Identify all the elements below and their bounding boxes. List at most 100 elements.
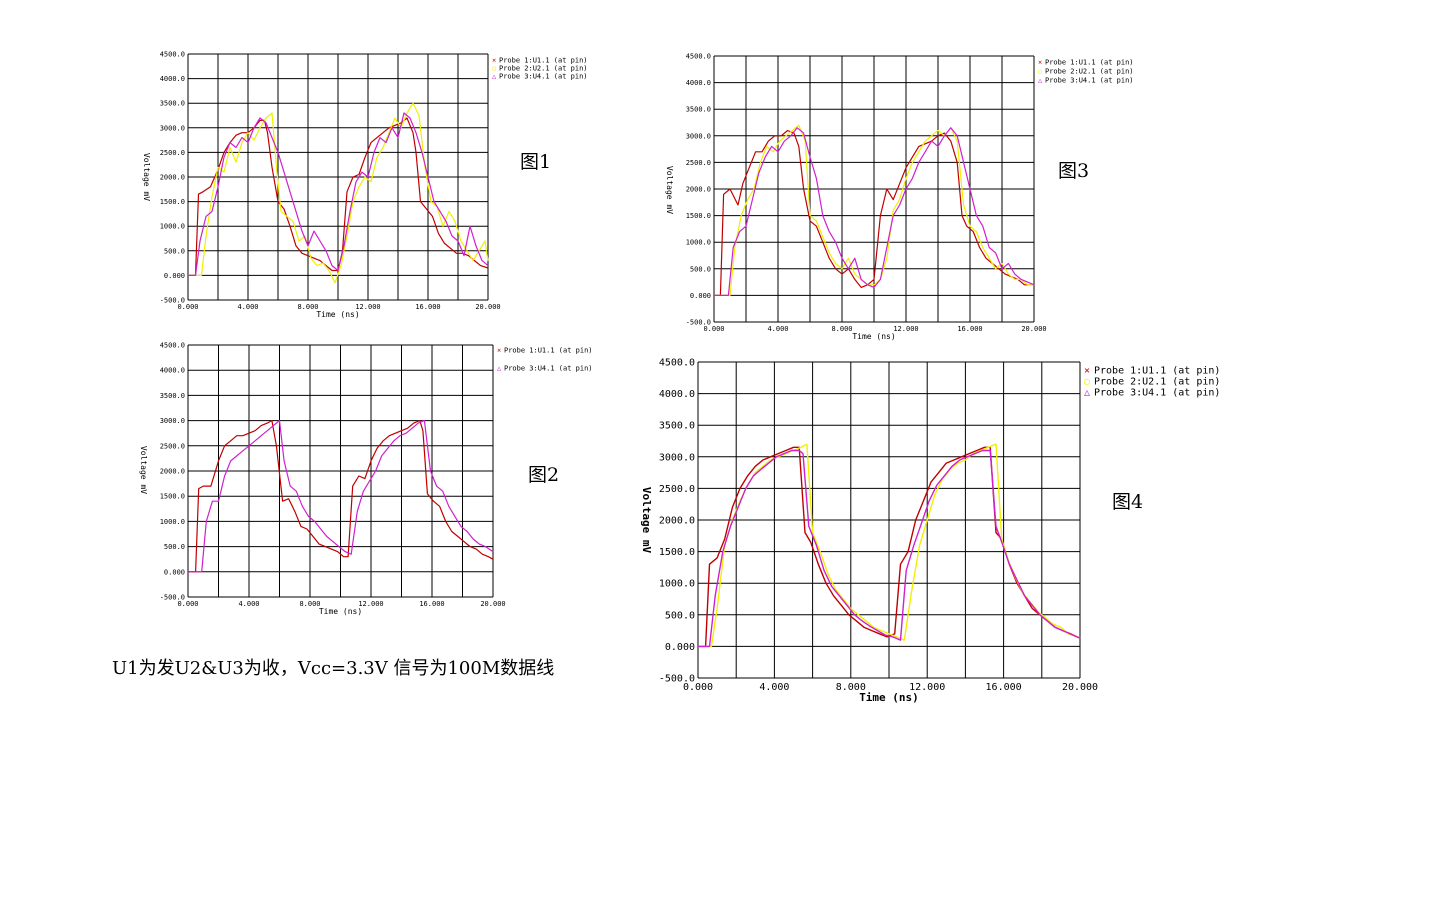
legend-marker: ○	[1084, 377, 1090, 388]
legend-marker: ×	[1038, 58, 1042, 66]
y-tick-label: 1000.0	[160, 518, 185, 526]
legend-marker: △	[492, 72, 497, 80]
y-tick-label: 2500.0	[160, 149, 185, 157]
legend-label: Probe 3:U4.1 (at pin)	[1045, 76, 1134, 84]
y-tick-label: 1000.0	[160, 223, 185, 231]
x-tick-label: 20.000	[480, 600, 505, 608]
x-tick-label: 4.000	[238, 600, 259, 608]
figure-label: 图2	[528, 464, 559, 486]
chart-grid	[697, 361, 1081, 679]
y-tick-label: 500.0	[690, 265, 711, 273]
y-tick-label: 1500.0	[686, 212, 711, 220]
y-tick-label: 500.0	[164, 543, 185, 551]
y-tick-label: 2500.0	[659, 484, 695, 495]
legend-marker: ○	[1038, 67, 1042, 75]
y-tick-label: 4500.0	[686, 52, 711, 60]
chart-4: 0.000 4.000 8.000 12.000 16.000 20.000-500.00…	[640, 358, 1220, 705]
x-tick-label: 12.000	[355, 303, 380, 311]
legend-marker: ×	[492, 56, 496, 64]
legend-label: Probe 2:U2.1 (at pin)	[499, 64, 588, 72]
legend-marker: △	[1084, 388, 1090, 399]
y-axis-label: Voltage mV	[142, 153, 151, 201]
y-tick-label: 2000.0	[686, 185, 711, 193]
y-tick-label: 1500.0	[659, 547, 695, 558]
y-tick-label: 4000.0	[160, 367, 185, 375]
chart-legend: × Probe 1:U1.1 (at pin)○ Probe 2:U2.1 (at …	[1038, 58, 1134, 84]
y-tick-label: 3000.0	[160, 124, 185, 132]
x-tick-label: 0.000	[703, 325, 724, 333]
x-tick-label: 12.000	[893, 325, 918, 333]
y-tick-label: 0.000	[665, 642, 695, 653]
y-tick-label: 4500.0	[160, 50, 185, 58]
y-axis-label: Voltage mV	[640, 487, 653, 554]
legend-marker: △	[1038, 76, 1043, 84]
x-tick-label: 0.000	[683, 682, 713, 693]
y-tick-label: -500.0	[160, 296, 185, 304]
chart-legend: × Probe 1:U1.1 (at pin)○ Probe 2:U2.1 (at …	[1084, 366, 1220, 399]
x-tick-label: 8.000	[299, 600, 320, 608]
chart-legend: × Probe 1:U1.1 (at pin) △ Probe 3:U4.1 (at …	[497, 346, 593, 372]
series-line-probe3	[698, 449, 1081, 648]
y-tick-label: 2500.0	[160, 442, 185, 450]
x-axis-label: Time (ns)	[859, 691, 919, 704]
y-axis-label: Voltage mV	[665, 166, 674, 214]
x-tick-label: 16.000	[415, 303, 440, 311]
y-tick-label: 2000.0	[659, 516, 695, 527]
y-tick-label: 3000.0	[659, 452, 695, 463]
legend-marker: △	[497, 364, 502, 372]
y-tick-label: 2000.0	[160, 173, 185, 181]
chart-grid	[187, 53, 489, 301]
y-tick-label: 0.000	[690, 292, 711, 300]
chart-grid	[713, 55, 1035, 323]
series-line-probe3	[188, 112, 489, 276]
chart-legend: × Probe 1:U1.1 (at pin)○ Probe 2:U2.1 (at …	[492, 56, 588, 80]
y-tick-label: 2500.0	[686, 159, 711, 167]
figure-label: 图4	[1112, 491, 1143, 513]
legend-marker: ×	[1084, 366, 1090, 377]
x-tick-label: 20.000	[1021, 325, 1046, 333]
x-axis-label: Time (ns)	[319, 607, 362, 616]
series-line-probe2	[714, 124, 1034, 296]
x-tick-label: 16.000	[957, 325, 982, 333]
y-tick-label: -500.0	[160, 593, 185, 601]
series-line-probe1	[188, 420, 494, 573]
series-line-probe1	[714, 129, 1034, 296]
y-tick-label: 3000.0	[686, 132, 711, 140]
y-tick-label: 0.000	[164, 272, 185, 280]
y-tick-label: 1000.0	[686, 239, 711, 247]
y-tick-label: 2000.0	[160, 467, 185, 475]
figure-label: 图3	[1058, 160, 1089, 182]
x-axis-label: Time (ns)	[852, 332, 895, 341]
y-tick-label: 500.0	[665, 610, 695, 621]
y-tick-label: 500.0	[164, 247, 185, 255]
y-tick-label: 1500.0	[160, 493, 185, 501]
x-axis-label: Time (ns)	[316, 310, 359, 319]
y-tick-label: 3500.0	[659, 421, 695, 432]
legend-label: Probe 3:U4.1 (at pin)	[504, 364, 593, 372]
x-tick-label: 8.000	[831, 325, 852, 333]
legend-label: Probe 2:U2.1 (at pin)	[1045, 67, 1134, 75]
chart-2: 0.000 4.000 8.000 12.000 16.000 20.000-500.00…	[139, 341, 593, 616]
x-tick-label: 0.000	[177, 303, 198, 311]
x-tick-label: 16.000	[419, 600, 444, 608]
legend-label: Probe 1:U1.1 (at pin)	[1094, 366, 1220, 377]
x-tick-label: 20.000	[475, 303, 500, 311]
legend-label: Probe 1:U1.1 (at pin)	[499, 56, 588, 64]
x-tick-label: 4.000	[767, 325, 788, 333]
legend-label: Probe 3:U4.1 (at pin)	[499, 72, 588, 80]
legend-marker: ×	[497, 346, 501, 354]
y-tick-label: 3000.0	[160, 417, 185, 425]
x-tick-label: 0.000	[177, 600, 198, 608]
legend-label: Probe 3:U4.1 (at pin)	[1094, 388, 1220, 399]
x-tick-label: 20.000	[1062, 682, 1098, 693]
y-tick-label: -500.0	[686, 318, 711, 326]
y-axis-label: Voltage mV	[139, 446, 148, 494]
x-tick-label: 16.000	[986, 682, 1022, 693]
series-line-probe3	[188, 420, 494, 573]
x-tick-label: 12.000	[909, 682, 945, 693]
figure-label: 图1	[520, 151, 551, 173]
x-tick-label: 4.000	[759, 682, 789, 693]
legend-label: Probe 1:U1.1 (at pin)	[1045, 58, 1134, 66]
y-tick-label: 3500.0	[686, 106, 711, 114]
x-tick-label: 4.000	[237, 303, 258, 311]
